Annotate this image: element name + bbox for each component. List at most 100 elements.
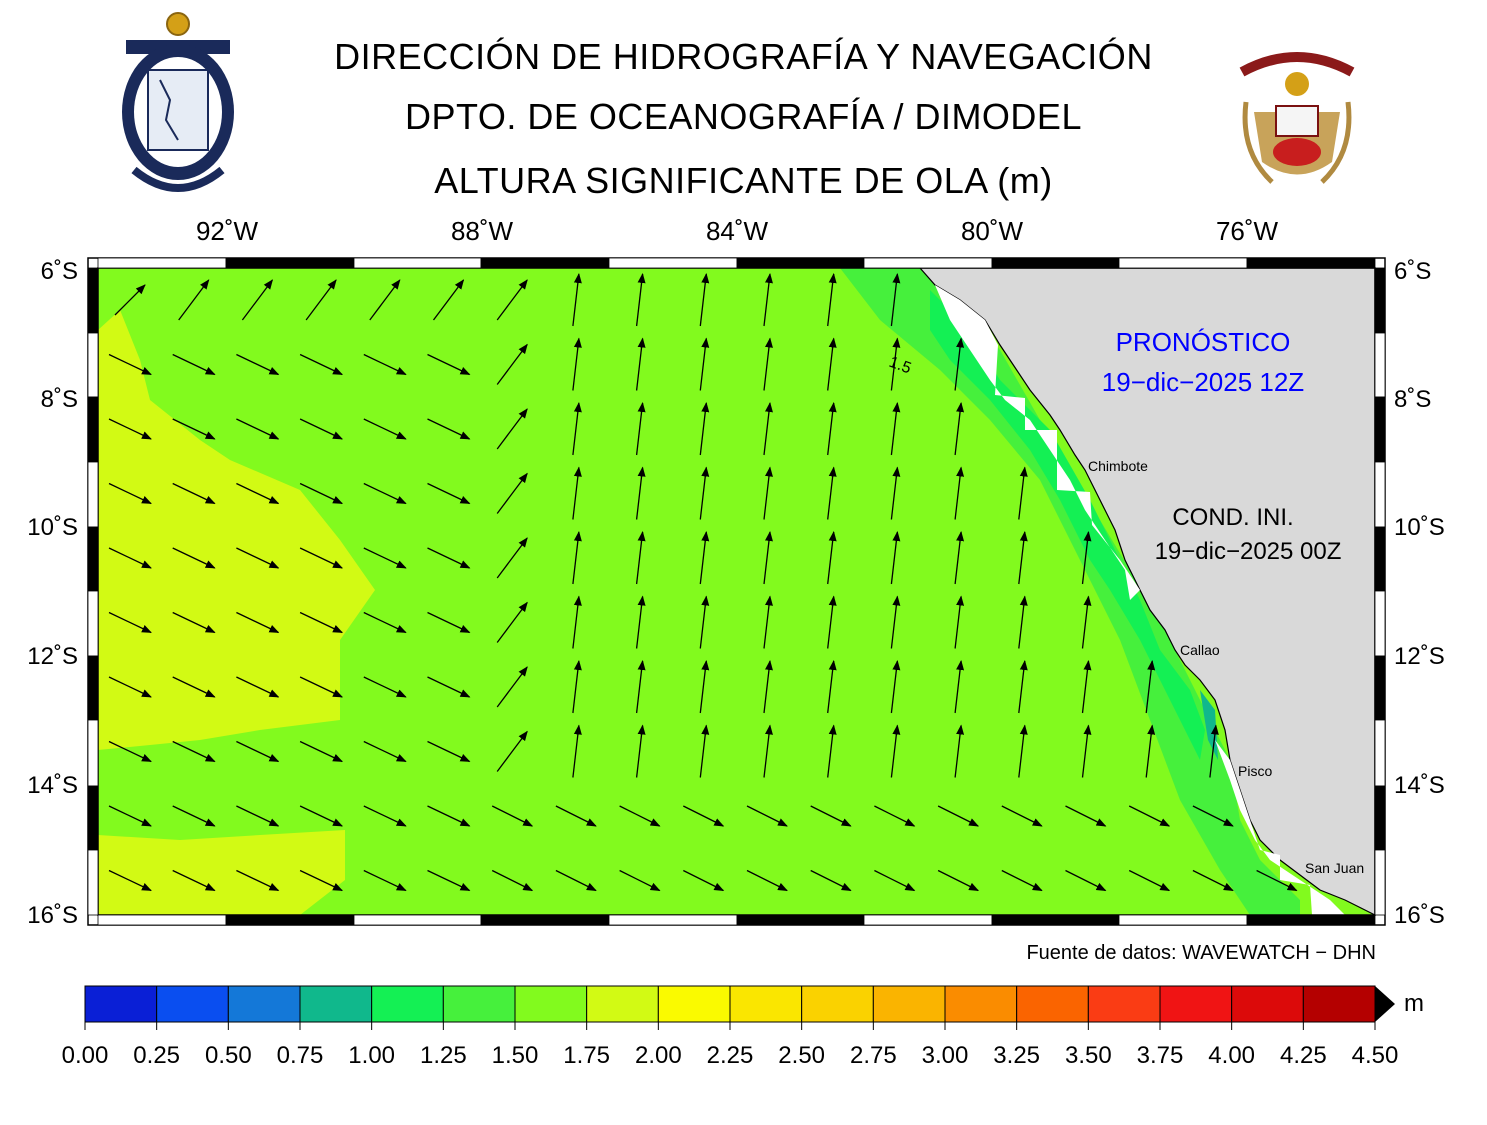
wave-arrow: [746, 869, 788, 892]
colorbar-tick-label: 3.00: [921, 1042, 969, 1069]
colorbar-tick-label: 3.75: [1136, 1042, 1184, 1069]
wave-arrow: [1018, 466, 1028, 520]
wave-arrow: [699, 273, 710, 327]
wave-arrow: [427, 353, 471, 376]
wave-arrow: [1128, 869, 1171, 892]
wave-arrow: [572, 595, 582, 649]
wave-arrow: [763, 595, 773, 649]
wave-arrow: [572, 724, 582, 778]
wave-arrow: [954, 595, 965, 649]
wave-arrow: [810, 869, 852, 892]
wave-arrow: [635, 660, 646, 714]
wave-arrow: [496, 279, 528, 321]
coastal-blank-strip-south: [1215, 740, 1345, 915]
wave-arrow: [108, 676, 152, 698]
wave-arrow: [236, 869, 280, 892]
colorbar-tick-label: 0.50: [204, 1042, 252, 1069]
wave-arrow: [1145, 660, 1156, 714]
wave-arrow: [496, 730, 528, 772]
sea-field-1-25: [840, 268, 1300, 915]
wave-arrow: [427, 805, 471, 827]
wave-arrow: [937, 805, 979, 827]
wave-arrow: [172, 353, 216, 376]
title-department: DPTO. DE OCEANOGRAFÍA / DIMODEL: [405, 96, 1082, 137]
wave-arrow: [937, 869, 979, 892]
wave-arrow: [827, 724, 837, 778]
lat-label-left-6s: 6˚S: [40, 258, 78, 285]
wave-arrow: [763, 273, 773, 327]
wave-arrow: [827, 466, 837, 520]
colorbar-tick-label: 2.75: [849, 1042, 897, 1069]
navy-emblem-logo: [1239, 52, 1355, 184]
wave-arrow: [1081, 595, 1092, 649]
wave-arrow: [827, 402, 837, 456]
wave-arrow: [172, 805, 216, 827]
colorbar-tick-label: 1.75: [563, 1042, 611, 1069]
wave-arrow: [635, 531, 646, 585]
wave-arrow: [699, 724, 710, 778]
wave-arrow: [108, 353, 152, 376]
wave-arrow: [555, 805, 597, 827]
wave-arrow: [635, 595, 646, 649]
lat-label-right-10s: 10˚S: [1394, 514, 1445, 541]
wave-arrow: [108, 418, 152, 440]
wave-arrow: [763, 660, 773, 714]
wave-arrow: [427, 611, 471, 634]
wave-arrow: [236, 418, 280, 440]
wave-arrow: [108, 805, 152, 827]
wave-arrow: [635, 466, 646, 520]
wave-arrow: [890, 531, 901, 585]
colorbar-tick-label: 0.25: [133, 1042, 181, 1069]
wave-arrow: [572, 466, 582, 520]
wave-arrow: [236, 482, 280, 505]
wave-direction-arrows: [108, 273, 1298, 892]
wave-arrow: [890, 466, 901, 520]
wave-arrow: [763, 402, 773, 456]
wave-arrow: [108, 482, 152, 505]
place-callao: Callao: [1180, 642, 1220, 658]
wave-arrow: [619, 869, 661, 892]
colorbar-tick-label: 4.00: [1208, 1042, 1256, 1069]
colorbar-unit: m: [1404, 990, 1424, 1017]
wave-arrow: [954, 466, 965, 520]
wave-arrow: [114, 284, 146, 316]
wave-arrow: [827, 660, 837, 714]
colorbar-tick-label: 2.25: [706, 1042, 754, 1069]
wave-arrow: [172, 482, 216, 505]
wave-arrow: [827, 273, 837, 327]
wave-arrow: [1018, 531, 1028, 585]
wave-arrow: [427, 482, 471, 505]
place-san-juan: San Juan: [1305, 860, 1365, 876]
wave-arrow: [827, 531, 837, 585]
wave-arrow: [572, 531, 582, 585]
lon-label-80w: 80˚W: [960, 216, 1024, 246]
colorbar-tick-label: 2.50: [778, 1042, 826, 1069]
wave-arrow: [699, 466, 710, 520]
wave-arrow: [763, 337, 773, 391]
forecast-title: PRONÓSTICO: [1115, 327, 1291, 357]
contour-label: 1.5: [887, 354, 914, 378]
lon-label-84w: 84˚W: [705, 216, 769, 246]
wave-arrow: [890, 337, 901, 391]
lat-label-left-8s: 8˚S: [40, 386, 78, 413]
wave-arrow: [572, 402, 582, 456]
lat-label-left-10s: 10˚S: [27, 514, 78, 541]
colorbar-tick-label: 2.00: [634, 1042, 682, 1069]
colorbar-tick-label: 0.75: [276, 1042, 324, 1069]
wave-arrow: [874, 805, 916, 827]
wave-arrow: [954, 660, 965, 714]
wave-arrow: [299, 353, 344, 376]
wave-arrow: [363, 869, 407, 892]
wave-arrow: [954, 402, 965, 456]
wave-arrow: [954, 531, 965, 585]
wave-arrow: [763, 724, 773, 778]
map-frame-ticks: [87, 257, 1386, 926]
lon-label-76w: 76˚W: [1215, 216, 1279, 246]
wave-arrow: [890, 402, 901, 456]
wave-arrow: [172, 676, 216, 698]
wave-arrow: [496, 343, 528, 385]
lat-label-right-12s: 12˚S: [1394, 643, 1445, 670]
wave-arrow: [1145, 724, 1156, 778]
wave-arrow: [496, 472, 528, 514]
wave-arrow: [305, 279, 337, 321]
